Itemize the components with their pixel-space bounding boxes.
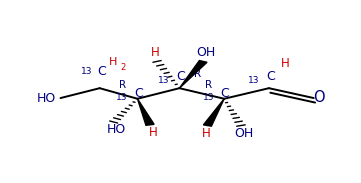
- Text: 13: 13: [158, 76, 170, 85]
- Text: 2: 2: [120, 63, 125, 72]
- Text: HO: HO: [107, 123, 126, 136]
- Text: H: H: [202, 127, 210, 140]
- Text: H: H: [109, 57, 117, 67]
- Text: C: C: [134, 87, 143, 100]
- Text: HO: HO: [37, 92, 56, 104]
- Text: H: H: [281, 57, 290, 70]
- Text: O: O: [313, 90, 325, 105]
- Polygon shape: [203, 99, 224, 126]
- Text: 13: 13: [116, 93, 127, 102]
- Text: C: C: [266, 70, 275, 83]
- Polygon shape: [179, 61, 207, 88]
- Text: C: C: [221, 87, 229, 100]
- Text: C: C: [97, 66, 106, 79]
- Text: OH: OH: [234, 127, 253, 140]
- Text: R: R: [205, 80, 212, 90]
- Text: OH: OH: [196, 46, 216, 59]
- Text: 13: 13: [81, 68, 92, 76]
- Text: 13: 13: [203, 93, 214, 102]
- Text: H: H: [148, 126, 157, 139]
- Polygon shape: [138, 99, 154, 125]
- Text: 13: 13: [248, 76, 259, 85]
- Text: R: R: [194, 69, 201, 79]
- Text: C: C: [177, 70, 185, 83]
- Text: R: R: [118, 80, 126, 90]
- Text: H: H: [151, 46, 160, 59]
